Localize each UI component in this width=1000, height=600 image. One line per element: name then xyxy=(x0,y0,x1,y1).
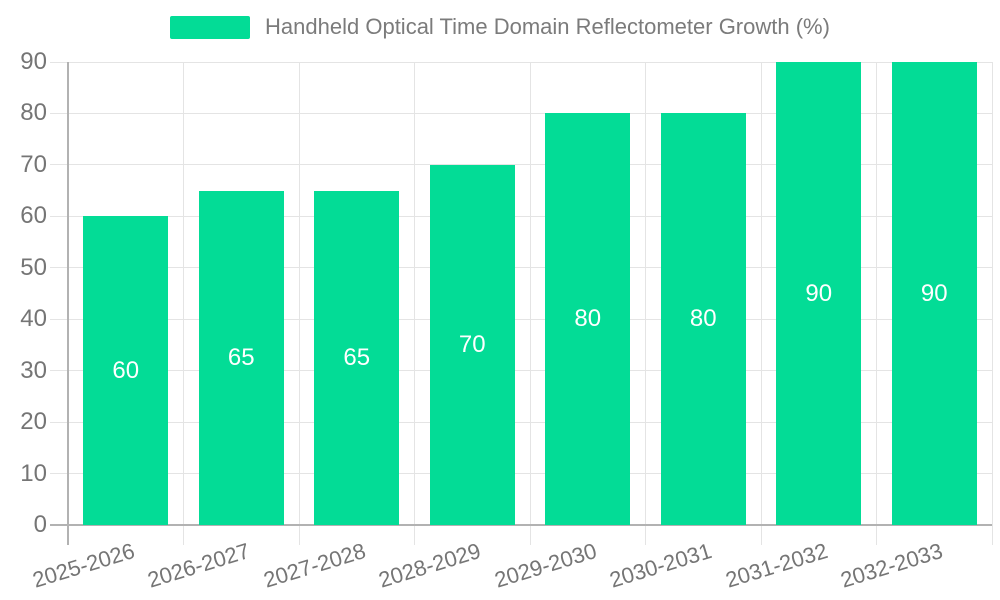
bar-value-label: 80 xyxy=(574,305,602,333)
x-axis-label: 2031-2032 xyxy=(722,538,831,593)
bar[interactable]: 65 xyxy=(198,190,284,525)
gridline-vertical xyxy=(529,62,531,545)
gridline-horizontal xyxy=(50,164,992,166)
x-axis-label: 2025-2026 xyxy=(29,538,138,593)
x-axis-label: 2027-2028 xyxy=(260,538,369,593)
bar-value-label: 90 xyxy=(920,279,948,307)
gridline-horizontal xyxy=(50,318,992,320)
y-axis-label: 0 xyxy=(33,511,47,538)
x-axis-line xyxy=(50,524,992,526)
y-axis-label: 60 xyxy=(20,202,47,230)
legend-swatch xyxy=(170,15,251,39)
gridline-vertical xyxy=(876,62,877,545)
bar[interactable]: 80 xyxy=(545,113,631,525)
bar-value-label: 65 xyxy=(227,343,255,371)
y-axis-line xyxy=(67,62,69,545)
gridline-horizontal xyxy=(50,61,992,63)
gridline-horizontal xyxy=(50,370,992,372)
gridline-vertical xyxy=(645,62,646,545)
y-axis-label: 50 xyxy=(20,253,47,281)
bar[interactable]: 70 xyxy=(429,164,515,525)
gridline-horizontal xyxy=(50,473,992,475)
x-axis-label: 2030-2031 xyxy=(606,538,715,593)
bar[interactable]: 90 xyxy=(776,62,862,525)
y-axis-label: 10 xyxy=(20,459,47,487)
bar-value-label: 65 xyxy=(343,343,371,371)
bar-value-label: 60 xyxy=(112,356,140,384)
y-axis-label: 20 xyxy=(20,408,47,436)
gridline-horizontal xyxy=(50,267,992,269)
legend-label: Handheld Optical Time Domain Reflectomet… xyxy=(265,14,830,39)
bar-value-label: 70 xyxy=(458,330,486,358)
bar[interactable]: 80 xyxy=(660,113,746,525)
bar-value-label: 80 xyxy=(689,305,717,333)
bar[interactable]: 90 xyxy=(891,62,977,525)
legend[interactable]: Handheld Optical Time Domain Reflectomet… xyxy=(0,14,1000,40)
gridline-vertical xyxy=(414,62,415,545)
gridline-horizontal xyxy=(50,215,992,217)
y-axis-label: 40 xyxy=(20,305,47,333)
gridline-vertical xyxy=(298,62,300,545)
gridline-horizontal xyxy=(50,421,992,423)
bar[interactable]: 65 xyxy=(314,190,400,525)
bar[interactable]: 60 xyxy=(83,216,169,525)
x-axis-label: 2028-2029 xyxy=(375,538,484,593)
y-axis-label: 80 xyxy=(20,99,47,127)
gridline-vertical xyxy=(760,62,762,545)
bar-value-label: 90 xyxy=(805,279,833,307)
y-axis-label: 90 xyxy=(20,48,47,75)
x-axis-label: 2032-2033 xyxy=(837,538,946,593)
x-axis-label: 2026-2027 xyxy=(144,538,253,593)
x-axis-label: 2029-2030 xyxy=(491,538,600,593)
gridline-horizontal xyxy=(50,112,992,114)
y-axis-label: 70 xyxy=(20,150,47,178)
gridline-vertical xyxy=(183,62,184,545)
gridline-vertical xyxy=(991,62,993,545)
y-axis-label: 30 xyxy=(20,356,47,384)
